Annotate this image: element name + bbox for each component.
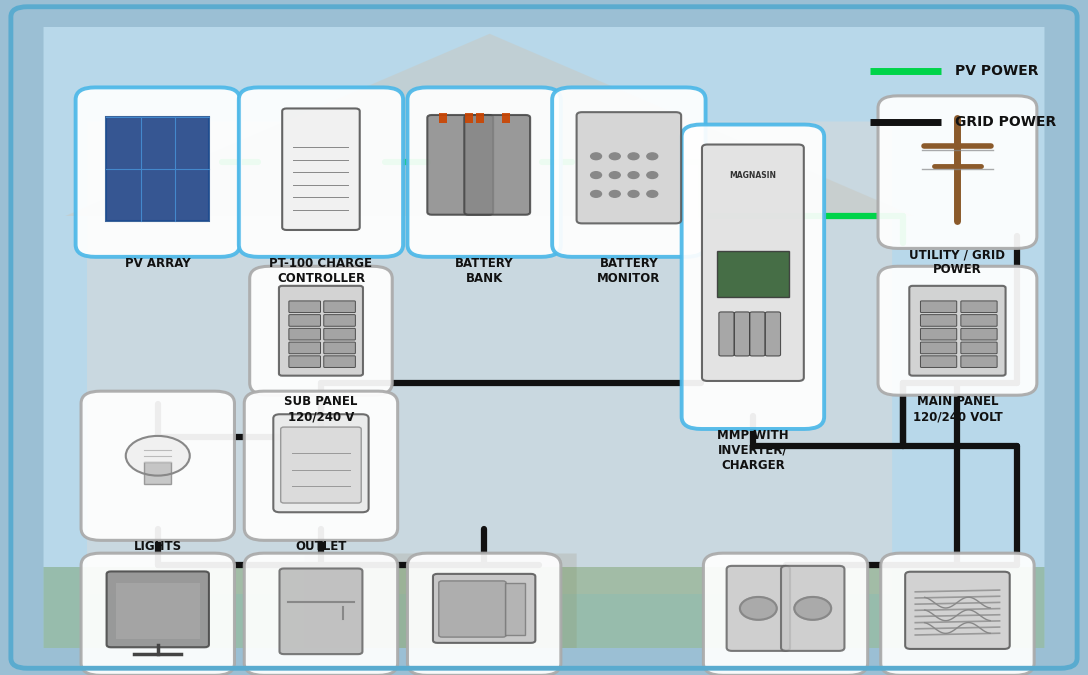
FancyBboxPatch shape [107,117,209,221]
FancyBboxPatch shape [881,554,1034,675]
FancyBboxPatch shape [702,144,804,381]
Circle shape [647,190,658,197]
Text: MAIN PANEL
120/240 VOLT: MAIN PANEL 120/240 VOLT [913,396,1002,423]
FancyBboxPatch shape [750,312,765,356]
Circle shape [591,190,602,197]
FancyBboxPatch shape [878,96,1037,248]
FancyBboxPatch shape [44,567,1044,648]
FancyBboxPatch shape [438,581,506,637]
FancyBboxPatch shape [87,122,892,594]
FancyBboxPatch shape [734,312,750,356]
FancyBboxPatch shape [433,574,535,643]
FancyBboxPatch shape [249,267,393,396]
FancyBboxPatch shape [75,88,239,257]
FancyBboxPatch shape [324,315,356,326]
FancyBboxPatch shape [115,583,200,639]
Text: PT-100 CHARGE
CONTROLLER: PT-100 CHARGE CONTROLLER [270,257,372,285]
FancyBboxPatch shape [502,113,510,123]
Text: BATTERY
MONITOR: BATTERY MONITOR [597,257,660,285]
FancyBboxPatch shape [324,301,356,313]
FancyBboxPatch shape [703,554,868,675]
Text: UTILITY / GRID
POWER: UTILITY / GRID POWER [910,248,1005,276]
FancyBboxPatch shape [107,117,209,221]
FancyBboxPatch shape [920,301,956,313]
Circle shape [647,171,658,178]
FancyBboxPatch shape [719,312,734,356]
FancyBboxPatch shape [144,462,172,485]
Circle shape [628,153,639,160]
FancyBboxPatch shape [727,566,790,651]
FancyBboxPatch shape [324,342,356,354]
FancyBboxPatch shape [577,112,681,223]
Text: GRID POWER: GRID POWER [955,115,1056,128]
FancyBboxPatch shape [81,392,234,540]
FancyBboxPatch shape [717,251,789,297]
Text: OUTLET: OUTLET [295,540,347,553]
FancyBboxPatch shape [407,88,561,257]
FancyBboxPatch shape [920,328,956,340]
FancyBboxPatch shape [288,301,321,313]
FancyBboxPatch shape [280,568,362,654]
FancyBboxPatch shape [961,301,997,313]
FancyBboxPatch shape [475,113,484,123]
FancyBboxPatch shape [44,27,1044,648]
FancyBboxPatch shape [920,315,956,326]
Text: PV POWER: PV POWER [955,64,1039,78]
Text: MAGNASIN: MAGNASIN [729,171,777,180]
FancyBboxPatch shape [465,113,473,123]
FancyBboxPatch shape [244,554,398,675]
FancyBboxPatch shape [279,286,363,376]
FancyBboxPatch shape [288,342,321,354]
FancyBboxPatch shape [282,109,360,230]
Text: SUB PANEL
120/240 V: SUB PANEL 120/240 V [284,396,358,423]
FancyBboxPatch shape [961,356,997,367]
FancyBboxPatch shape [438,113,447,123]
FancyBboxPatch shape [681,125,825,429]
FancyBboxPatch shape [920,356,956,367]
FancyBboxPatch shape [765,312,780,356]
FancyBboxPatch shape [244,392,398,540]
FancyBboxPatch shape [781,566,844,651]
Circle shape [794,597,831,620]
Circle shape [609,190,620,197]
FancyBboxPatch shape [107,572,209,647]
FancyBboxPatch shape [505,583,526,635]
Circle shape [647,153,658,160]
Circle shape [126,436,189,476]
FancyBboxPatch shape [324,328,356,340]
Circle shape [609,171,620,178]
FancyBboxPatch shape [81,554,234,675]
FancyBboxPatch shape [961,342,997,354]
FancyBboxPatch shape [288,328,321,340]
FancyBboxPatch shape [920,342,956,354]
Circle shape [628,171,639,178]
Circle shape [591,171,602,178]
Text: PV ARRAY: PV ARRAY [125,257,190,270]
FancyBboxPatch shape [878,267,1037,396]
FancyBboxPatch shape [465,115,530,215]
Text: LIGHTS: LIGHTS [134,540,182,553]
Polygon shape [65,34,914,216]
Circle shape [609,153,620,160]
FancyBboxPatch shape [288,356,321,367]
FancyBboxPatch shape [305,554,577,648]
FancyBboxPatch shape [281,427,361,503]
Circle shape [740,597,777,620]
FancyBboxPatch shape [905,572,1010,649]
Text: MMP WITH
INVERTER/
CHARGER: MMP WITH INVERTER/ CHARGER [717,429,789,472]
FancyBboxPatch shape [961,328,997,340]
FancyBboxPatch shape [910,286,1005,376]
FancyBboxPatch shape [288,315,321,326]
FancyBboxPatch shape [428,115,493,215]
FancyBboxPatch shape [273,414,369,512]
FancyBboxPatch shape [961,315,997,326]
FancyBboxPatch shape [324,356,356,367]
Text: BATTERY
BANK: BATTERY BANK [455,257,514,285]
FancyBboxPatch shape [407,554,561,675]
FancyBboxPatch shape [552,88,705,257]
Circle shape [628,190,639,197]
Circle shape [591,153,602,160]
FancyBboxPatch shape [239,88,403,257]
